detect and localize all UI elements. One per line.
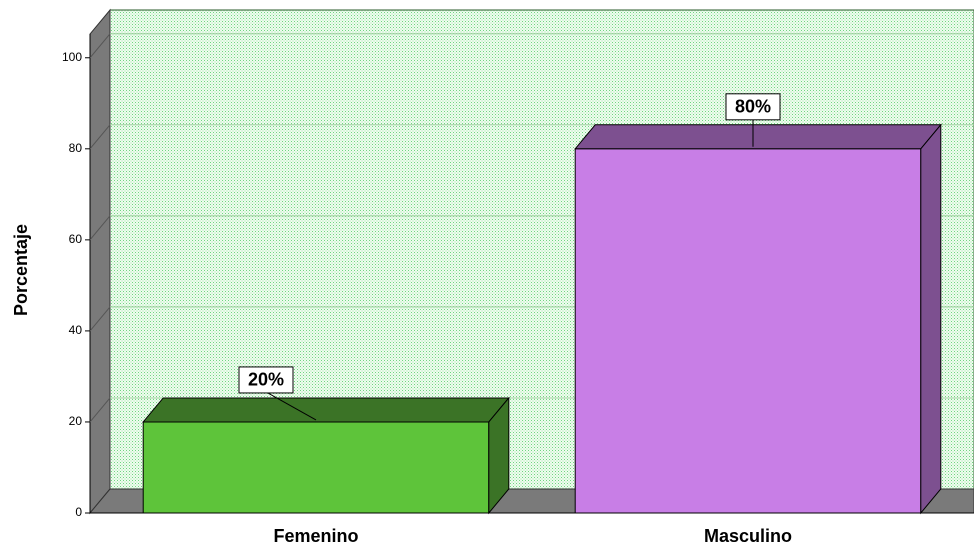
bar [574,148,922,514]
grid-line [89,397,111,423]
value-label: 20% [248,370,284,390]
y-tick-label: 20 [69,414,83,428]
grid-line [89,124,111,150]
side-wall [89,8,111,515]
y-tick-label: 40 [69,323,83,337]
y-axis-title: Porcentaje [11,224,31,316]
grid-line [89,306,111,332]
y-tick-label: 100 [62,50,82,64]
label-leader [265,391,317,421]
value-label-box [725,93,781,121]
value-label-box [238,366,294,394]
grid-line [89,33,111,59]
y-tick-label: 60 [69,232,83,246]
bar [142,421,490,514]
grid-line [89,215,111,241]
bar-side [920,123,942,515]
value-label: 80% [735,97,771,117]
bar-top [574,124,942,150]
bar-side [488,396,510,515]
x-tick-label: Masculino [704,526,792,546]
y-tick-label: 80 [69,141,83,155]
bar-top [142,397,510,423]
y-tick-label: 0 [75,505,82,519]
x-tick-label: Femenino [273,526,358,546]
